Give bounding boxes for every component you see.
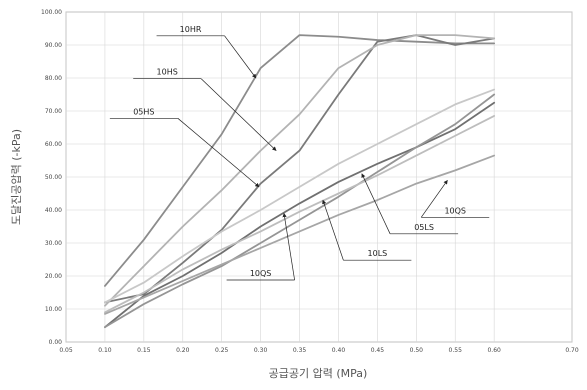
y-tick-label: 20.00	[45, 273, 62, 280]
annotation-arrow	[282, 212, 295, 281]
y-tick-label: 90.00	[45, 42, 62, 49]
annotation-label: 10QS	[444, 206, 466, 215]
annotation-label: 10HR	[180, 25, 202, 34]
series-line	[104, 34, 496, 287]
y-tick-label: 70.00	[45, 108, 62, 115]
x-tick-label: 0.25	[215, 347, 229, 354]
x-tick-label: 0.05	[59, 347, 73, 354]
x-tick-label: 0.55	[449, 347, 463, 354]
annotation-label: 10HS	[157, 68, 178, 77]
annotation-label: 10QS	[250, 269, 272, 278]
annotation-label: 05HS	[133, 107, 154, 116]
annotation-label: 05LS	[414, 223, 434, 232]
x-tick-label: 0.20	[176, 347, 190, 354]
x-tick-label: 0.10	[98, 347, 112, 354]
annotation-arrow	[224, 35, 257, 79]
y-tick-label: 0.00	[49, 339, 63, 346]
x-axis-title: 공급공기 압력 (MPa)	[269, 367, 368, 380]
annotation-arrow	[177, 118, 260, 188]
y-tick-label: 60.00	[45, 141, 62, 148]
x-tick-label: 0.40	[332, 347, 346, 354]
series-line	[104, 34, 496, 304]
series-line	[104, 88, 496, 304]
annotations-group: 10HR 10HS 05HS 05LS 10LS 10QS 10QS	[109, 25, 490, 281]
series-group	[104, 34, 496, 329]
annotation-arrow	[420, 179, 448, 218]
tick-labels: 0.00 10.00 20.00 30.00 40.00 50.00 60.00 70.00 8…	[41, 9, 579, 354]
x-tick-label: 0.50	[410, 347, 424, 354]
x-tick-label: 0.45	[371, 347, 385, 354]
annotation-arrow	[200, 78, 277, 151]
series-line	[104, 93, 496, 329]
annotation-label: 10LS	[368, 249, 388, 258]
x-tick-label: 0.60	[487, 347, 501, 354]
series-line	[104, 101, 496, 329]
y-tick-label: 100.00	[41, 9, 62, 16]
x-tick-label: 0.35	[293, 347, 307, 354]
series-line	[104, 34, 496, 307]
series-line	[104, 154, 496, 315]
x-tick-label: 0.70	[565, 347, 579, 354]
y-tick-label: 40.00	[45, 207, 62, 214]
grid	[65, 11, 573, 343]
y-tick-label: 50.00	[45, 174, 62, 181]
y-tick-label: 80.00	[45, 75, 62, 82]
series-line	[104, 115, 496, 314]
x-tick-label: 0.30	[254, 347, 268, 354]
y-tick-label: 30.00	[45, 240, 62, 247]
annotation-arrow	[322, 199, 344, 261]
y-tick-label: 10.00	[45, 306, 62, 313]
annotation-arrow	[361, 173, 391, 234]
x-tick-label: 0.15	[137, 347, 151, 354]
y-axis-title: 도달진공압력 (-kPa)	[10, 129, 23, 225]
